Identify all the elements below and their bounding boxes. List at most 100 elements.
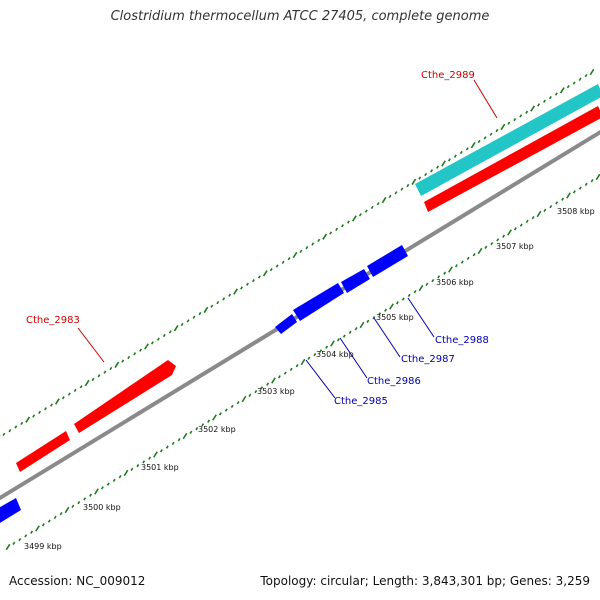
tick-mark — [489, 132, 493, 136]
gene-cthe-2985[interactable] — [275, 314, 297, 334]
tick-mark — [359, 321, 365, 329]
tick-mark — [513, 117, 517, 122]
tick-mark — [406, 183, 410, 188]
genome-title: Clostridium thermocellum ATCC 27405, com… — [110, 9, 490, 24]
tick-mark — [400, 187, 404, 191]
tick-mark — [543, 99, 546, 103]
connector-cthe-2983 — [77, 327, 105, 363]
tick-mark — [319, 349, 323, 353]
tick-mark — [241, 395, 247, 403]
tick-mark — [289, 367, 293, 372]
gene-cthe-2983-part2[interactable] — [74, 360, 176, 433]
tick-mark — [436, 165, 440, 169]
tick-mark — [447, 158, 451, 162]
tick-mark — [490, 241, 494, 246]
tick-mark — [425, 282, 429, 286]
tick-mark — [401, 297, 405, 301]
gene-cthe-2988[interactable] — [367, 245, 408, 277]
tick-mark — [97, 374, 101, 378]
tick-mark — [300, 358, 306, 366]
tick-mark — [144, 343, 149, 350]
tick-mark — [554, 92, 558, 96]
tick-mark — [519, 114, 523, 118]
tick-mark — [555, 201, 559, 205]
tick-mark — [114, 361, 120, 368]
tick-mark — [94, 488, 99, 495]
tick-mark — [195, 426, 199, 431]
tick-mark — [364, 209, 368, 213]
tick-mark — [466, 256, 470, 261]
tick-mark — [531, 216, 535, 220]
gene-cthe-2983-part1[interactable] — [16, 431, 70, 472]
tick-mark — [548, 95, 552, 100]
tick-mark — [378, 312, 382, 316]
gene-cthe-2989-forward[interactable] — [424, 106, 600, 212]
connector-cthe-2989 — [473, 79, 498, 119]
tick-mark — [67, 392, 71, 396]
tick-mark — [536, 210, 542, 218]
tick-mark — [5, 543, 11, 551]
tick-mark — [139, 348, 143, 352]
tick-mark — [413, 290, 417, 294]
tick-mark — [222, 297, 226, 301]
tick-mark — [549, 204, 553, 209]
tick-mark — [584, 74, 588, 78]
tick-mark — [441, 160, 446, 167]
tick-mark — [335, 227, 339, 232]
tick-mark — [322, 233, 328, 240]
connector-cthe-2986 — [339, 337, 368, 379]
tick-mark — [77, 500, 81, 505]
tick-mark — [384, 308, 388, 312]
tick-mark — [84, 379, 90, 387]
tick-mark — [186, 319, 190, 323]
tick-mark — [150, 341, 154, 345]
tick-mark — [566, 85, 570, 89]
tick-mark — [519, 223, 523, 227]
tick-mark — [351, 215, 357, 222]
scale-label-3506: 3506 kbp — [436, 278, 474, 287]
connector-cthe-2985 — [305, 359, 336, 399]
tick-mark — [317, 238, 321, 242]
gene-label-cthe-2987: Cthe_2987 — [401, 354, 455, 365]
tick-mark — [507, 121, 511, 125]
tick-mark — [496, 238, 500, 242]
tick-mark — [71, 504, 75, 508]
tick-mark — [260, 386, 264, 390]
tick-mark — [230, 404, 234, 409]
tick-mark — [236, 401, 240, 405]
tick-mark — [240, 286, 243, 290]
tick-mark — [262, 270, 268, 277]
tick-mark — [537, 103, 540, 107]
gene-cthe-2989[interactable] — [415, 84, 600, 196]
tick-mark — [171, 441, 175, 446]
gene-cthe-2987[interactable] — [341, 269, 370, 293]
tick-mark — [513, 227, 517, 231]
tick-mark — [156, 337, 160, 341]
tick-mark — [437, 275, 441, 279]
tick-mark — [121, 359, 125, 363]
tick-mark — [246, 282, 249, 286]
tick-mark — [54, 398, 60, 405]
tick-mark — [182, 432, 188, 440]
tick-mark — [32, 414, 36, 418]
tick-mark — [530, 105, 536, 112]
tick-mark — [224, 408, 228, 412]
tick-mark — [566, 192, 571, 199]
tick-mark — [418, 284, 424, 292]
scale-label-3505: 3505 kbp — [376, 313, 414, 322]
tick-mark — [103, 370, 107, 374]
tick-mark — [189, 430, 193, 434]
scale-label-3502: 3502 kbp — [198, 425, 236, 434]
tick-mark — [341, 224, 344, 228]
tick-mark — [394, 191, 398, 195]
tick-mark — [470, 142, 476, 149]
tick-mark — [118, 475, 122, 479]
gene-left-edge[interactable] — [0, 498, 21, 526]
tick-mark — [59, 512, 63, 516]
tick-mark — [14, 425, 18, 429]
tick-mark — [24, 534, 28, 538]
tick-mark — [192, 315, 196, 319]
tick-mark — [2, 432, 6, 436]
connector-cthe-2988 — [407, 297, 435, 338]
gene-cthe-2986[interactable] — [293, 283, 344, 321]
